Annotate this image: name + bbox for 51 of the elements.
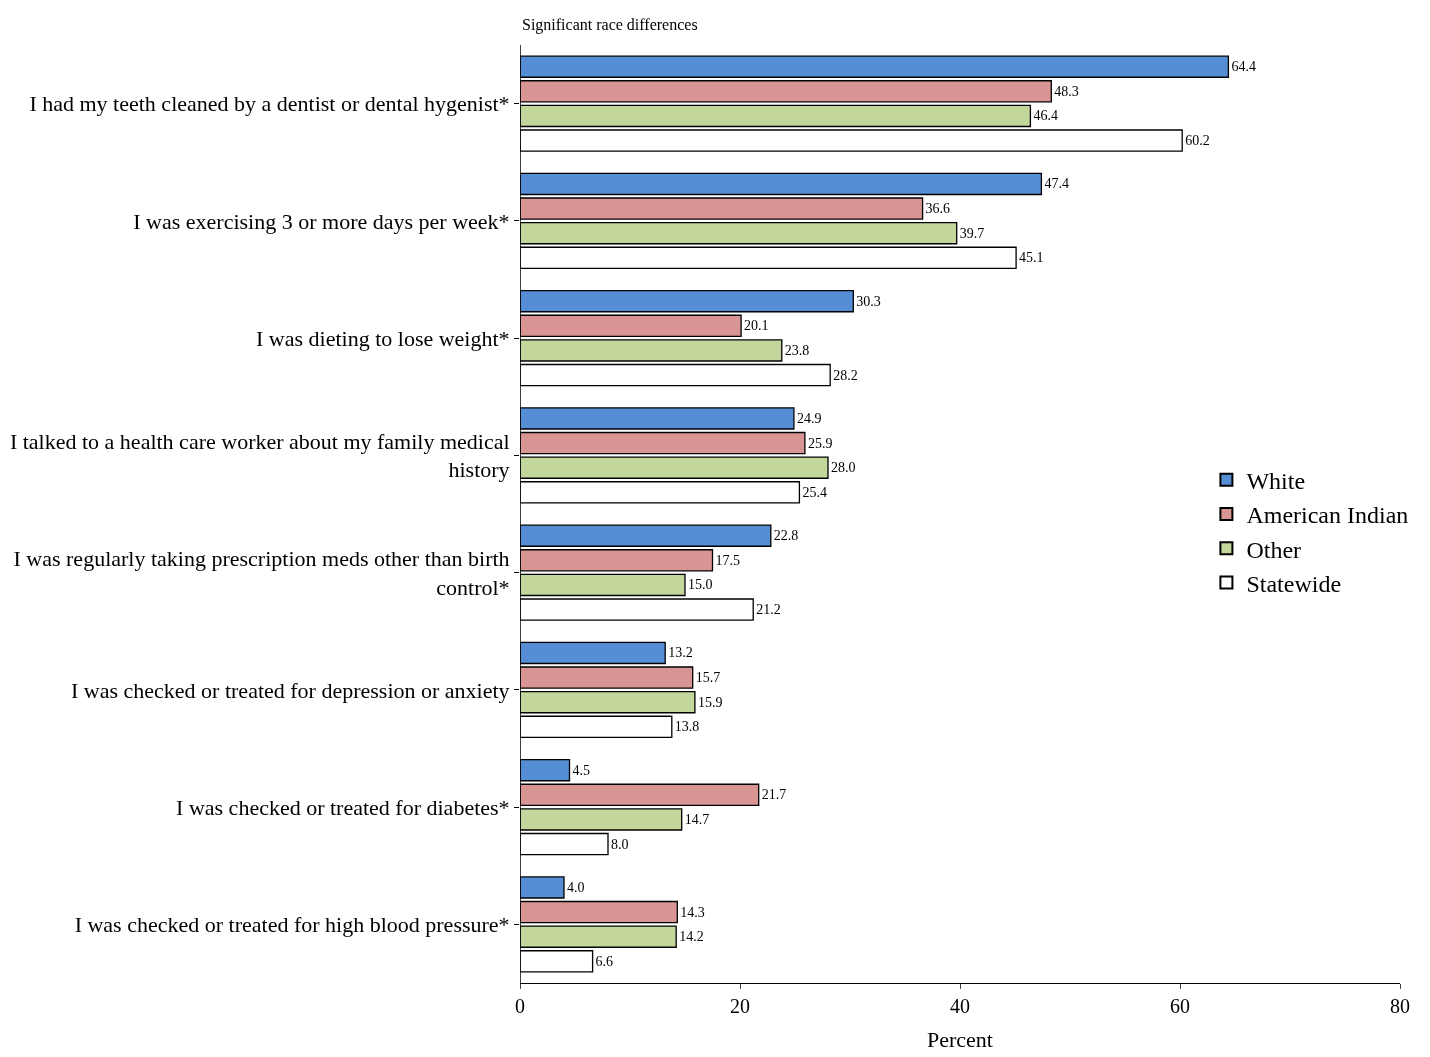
y-tick-label: I was exercising 3 or more days per week* <box>133 208 510 234</box>
legend-label: American Indian <box>1246 502 1409 529</box>
text: 28.2 <box>833 367 858 383</box>
y-tick-label: I was checked or treated for diabetes* <box>176 794 510 820</box>
legend-label: Other <box>1246 536 1302 563</box>
y-tick-label: I talked to a health care worker about my family medical history <box>9 428 510 483</box>
text: 13.8 <box>674 719 700 735</box>
x-tick-label: 0 <box>515 995 525 1017</box>
text: 36.6 <box>925 201 951 217</box>
y-tick-label: I was dieting to lose weight* <box>256 325 510 351</box>
text: 13.2 <box>668 645 693 661</box>
text: 60.2 <box>1185 133 1210 149</box>
text: 39.7 <box>959 225 985 241</box>
y-tick-label: I was checked or treated for high blood pressure* <box>74 912 510 938</box>
text: 24.9 <box>796 410 822 426</box>
text: 23.8 <box>784 342 810 358</box>
x-tick-label: 60 <box>1170 995 1190 1017</box>
text: 45.1 <box>1019 250 1044 266</box>
text: 46.4 <box>1033 108 1058 124</box>
text: 4.5 <box>572 762 590 778</box>
text: 21.2 <box>756 602 781 618</box>
text: 30.3 <box>856 293 881 309</box>
x-tick-label: 40 <box>950 995 970 1017</box>
text: 25.9 <box>807 435 833 451</box>
text: Significant race differences <box>522 16 698 34</box>
y-tick-label: I was checked or treated for depression or anxiety <box>71 677 510 703</box>
legend-label: Statewide <box>1246 570 1342 597</box>
legend-label: White <box>1246 468 1306 495</box>
text: 15.9 <box>697 694 723 710</box>
text: 15.0 <box>688 577 713 593</box>
text: 47.4 <box>1044 176 1069 192</box>
text: 8.0 <box>611 836 629 852</box>
text: 14.7 <box>684 811 710 827</box>
text: 20.1 <box>744 318 769 334</box>
text: 15.7 <box>695 670 721 686</box>
x-axis-title: Percent <box>927 1026 993 1052</box>
text: 64.4 <box>1231 59 1256 75</box>
text: 6.6 <box>595 953 614 969</box>
text: 25.4 <box>802 484 827 500</box>
text: 14.3 <box>680 904 705 920</box>
x-tick-label: 80 <box>1390 995 1410 1017</box>
text: 14.2 <box>679 929 704 945</box>
text: 4.0 <box>567 879 585 895</box>
text: 28.0 <box>831 460 856 476</box>
text: 17.5 <box>715 552 740 568</box>
y-tick-label: I was regularly taking prescription meds other than birth control* <box>13 546 510 600</box>
text: 21.7 <box>761 787 787 803</box>
text: 22.8 <box>773 528 799 544</box>
y-tick-label: I had my teeth cleaned by a dentist or dental hygenist* <box>29 91 510 117</box>
text: 48.3 <box>1054 83 1079 99</box>
x-tick-label: 20 <box>730 995 750 1017</box>
